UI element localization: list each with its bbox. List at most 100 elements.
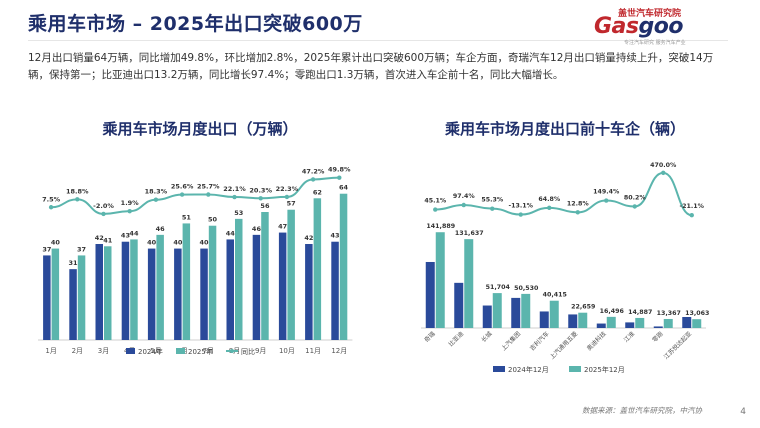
bar-2025 [339,193,348,340]
bar-label-2024: 37 [42,245,51,253]
bar-2024 [200,248,208,340]
yoy-label: 7.5% [42,195,61,203]
yoy-label: 20.3% [249,186,272,194]
yoy-point [689,213,694,218]
x-tick-label: 江苏悦达起亚 [662,330,693,361]
bar-2024 [69,269,77,340]
bar-2024 [331,241,339,340]
bar-2025 [549,300,559,328]
bar-label-2025: 62 [313,188,322,196]
bar-label-2024: 44 [226,229,236,237]
bar-2025 [156,234,164,340]
bar-2024 [511,297,521,328]
yoy-label: 25.7% [197,183,220,191]
bar-2025 [130,239,138,340]
bar-2025 [287,209,295,340]
logo-tagline: 专注汽车研究 服务汽车产业 [624,40,686,46]
bar-label-2025: 51,704 [486,284,511,291]
yoy-point [206,192,211,197]
x-tick-label: 上汽集团 [500,330,523,353]
bar-label-2025: 16,496 [600,308,625,315]
bar-2024 [454,282,464,328]
bar-label-2025: 50 [208,216,218,224]
bar-label-2025: 46 [156,225,166,233]
x-tick-label: 比亚迪 [447,330,465,348]
bar-label-2025: 13,063 [685,310,709,317]
yoy-point [661,170,666,176]
summary-paragraph: 12月出口销量64万辆，同比增加49.8%，环比增加2.8%，2025年累计出口… [28,52,714,81]
bar-label-2025: 64 [339,184,349,192]
yoy-point [284,194,290,200]
yoy-point [179,192,185,197]
x-tick-label: 12月 [331,347,347,355]
bar-2024 [226,239,234,340]
bar-2025 [692,319,702,328]
yoy-point [518,212,523,217]
x-tick-label: 1月 [45,347,56,355]
bar-label-2025: 44 [129,229,139,237]
bar-label-2025: 57 [287,200,296,208]
bar-label-2025: 37 [77,245,86,253]
legend-swatch-2025 [569,366,581,372]
yoy-point [490,206,495,211]
logo-cn-text: 盖世汽车研究院 [618,9,682,19]
bar-2024 [278,232,287,340]
legend-label-2025: 2025年 [188,347,213,356]
x-tick-label: 奥迪科技 [585,330,608,353]
x-tick-label: 3月 [98,347,109,355]
page-number: 4 [740,407,746,417]
bar-label-2025: 13,367 [657,310,681,317]
logo-en-rest: goo [638,14,684,39]
bar-2024 [425,261,435,328]
x-tick-label: 零跑 [651,330,665,344]
bar-2025 [313,198,322,340]
yoy-label: 49.8% [328,166,351,174]
yoy-point [75,197,80,202]
bar-2025 [521,293,531,328]
legend-swatch-dot [230,349,234,353]
yoy-label: 97.4% [453,193,476,200]
bar-2025 [77,255,86,340]
legend-swatch-2024 [126,348,135,354]
title-divider [28,40,728,41]
bar-2025 [578,312,588,328]
logo-en-main: Gas [594,14,639,39]
bar-2025 [208,225,217,340]
bar-label-2025: 40 [51,239,61,247]
bar-2025 [663,318,673,328]
yoy-point [101,211,106,217]
yoy-point [575,210,580,215]
yoy-point [337,175,342,180]
bar-label-2024: 47 [278,223,287,231]
bar-2025 [104,246,112,340]
bar-label-2024: 46 [252,225,262,233]
yoy-point [604,198,609,203]
data-source-note: 数据来源：盖世汽车研究院，中汽协 [582,406,702,415]
yoy-point [310,177,316,182]
yoy-point [433,207,438,212]
bar-2024 [43,255,51,340]
yoy-label: 55.3% [481,197,504,204]
bar-2024 [482,305,492,328]
bar-label-2024: 43 [121,232,130,240]
x-tick-label: 吉利汽车 [528,330,551,353]
bar-label-2024: 42 [95,234,104,242]
yoy-line [51,176,340,215]
bar-2025 [182,223,191,340]
legend-label-2024: 2024年12月 [508,365,549,374]
legend-label-2024: 2024年 [138,347,163,356]
bar-2024 [147,248,156,340]
x-tick-label: 11月 [305,347,321,355]
x-tick-label: 江淮 [622,330,636,344]
monthly-export-chart: 37401月31372月42413月43444月40465月40516月4050… [38,166,353,356]
bar-label-2025: 50,530 [514,285,539,292]
bar-label-2025: 14,887 [628,309,652,316]
bar-2025 [635,317,645,328]
yoy-label: 64.8% [538,196,561,203]
bar-2025 [51,248,60,340]
x-tick-label: 10月 [279,347,295,355]
yoy-point [258,196,263,201]
bar-2024 [653,326,663,328]
gasgoo-logo: 盖世汽车研究院 Gasgoo 专注汽车研究 服务汽车产业 [588,6,738,46]
x-tick-label: 5月 [150,347,161,355]
